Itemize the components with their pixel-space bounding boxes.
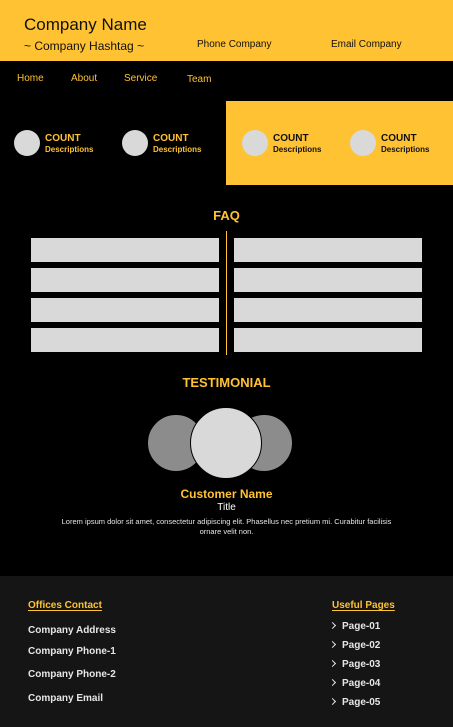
- faq-item[interactable]: [31, 268, 219, 292]
- faq-item[interactable]: [234, 268, 422, 292]
- testimonial-title: TESTIMONIAL: [182, 375, 271, 390]
- faq-item[interactable]: [234, 238, 422, 262]
- faq-item[interactable]: [31, 298, 219, 322]
- faq-item[interactable]: [31, 328, 219, 352]
- customer-title: Title: [217, 502, 236, 513]
- stat-count: COUNT: [153, 133, 189, 144]
- header-email: Email Company: [331, 39, 402, 50]
- main-nav: Home About Service Team: [0, 61, 453, 101]
- page-link-label: Page-03: [342, 659, 381, 670]
- useful-pages-heading: Useful Pages: [332, 600, 395, 611]
- page-link[interactable]: Page-01: [328, 621, 381, 632]
- stat-icon: [350, 130, 376, 156]
- stat-description: Descriptions: [153, 145, 202, 154]
- stat-count: COUNT: [45, 133, 81, 144]
- company-address: Company Address: [28, 625, 116, 636]
- chevron-right-icon: [328, 697, 337, 706]
- customer-name: Customer Name: [180, 487, 273, 501]
- page-link[interactable]: Page-02: [328, 640, 381, 651]
- faq-title: FAQ: [213, 208, 240, 223]
- stat-icon: [242, 130, 268, 156]
- stat-count: COUNT: [381, 133, 417, 144]
- faq-item[interactable]: [234, 298, 422, 322]
- nav-service[interactable]: Service: [124, 73, 158, 84]
- company-name: Company Name: [24, 15, 147, 34]
- testimonial-quote: Lorem ipsum dolor sit amet, consectetur …: [61, 517, 392, 536]
- faq-item[interactable]: [234, 328, 422, 352]
- testimonial-avatar: [190, 407, 262, 479]
- chevron-right-icon: [328, 678, 337, 687]
- chevron-right-icon: [328, 659, 337, 668]
- nav-home[interactable]: Home: [17, 73, 44, 84]
- offices-contact-heading: Offices Contact: [28, 600, 102, 611]
- stat-description: Descriptions: [381, 145, 430, 154]
- stat-count: COUNT: [273, 133, 309, 144]
- page-link-label: Page-02: [342, 640, 381, 651]
- page-link-label: Page-01: [342, 621, 381, 632]
- stat-icon: [122, 130, 148, 156]
- stat-icon: [14, 130, 40, 156]
- faq-divider: [226, 231, 227, 355]
- page-link-label: Page-04: [342, 678, 381, 689]
- nav-about[interactable]: About: [71, 73, 98, 84]
- stats-band: COUNT Descriptions COUNT Descriptions CO…: [0, 101, 453, 185]
- chevron-right-icon: [328, 640, 337, 649]
- page-link[interactable]: Page-04: [328, 678, 381, 689]
- page-link-label: Page-05: [342, 697, 381, 708]
- company-phone-2: Company Phone-2: [28, 669, 116, 680]
- faq-item[interactable]: [31, 238, 219, 262]
- nav-team[interactable]: Team: [187, 74, 212, 85]
- company-hashtag: ~ Company Hashtag ~: [24, 39, 145, 53]
- stat-description: Descriptions: [45, 145, 94, 154]
- company-email: Company Email: [28, 693, 104, 704]
- stat-description: Descriptions: [273, 145, 322, 154]
- page-link[interactable]: Page-03: [328, 659, 381, 670]
- page-link[interactable]: Page-05: [328, 697, 381, 708]
- top-header: Company Name ~ Company Hashtag ~ Phone C…: [0, 0, 453, 61]
- footer: Offices Contact Company Address Company …: [0, 576, 453, 727]
- header-phone: Phone Company: [197, 39, 272, 50]
- company-phone-1: Company Phone-1: [28, 646, 116, 657]
- chevron-right-icon: [328, 621, 337, 630]
